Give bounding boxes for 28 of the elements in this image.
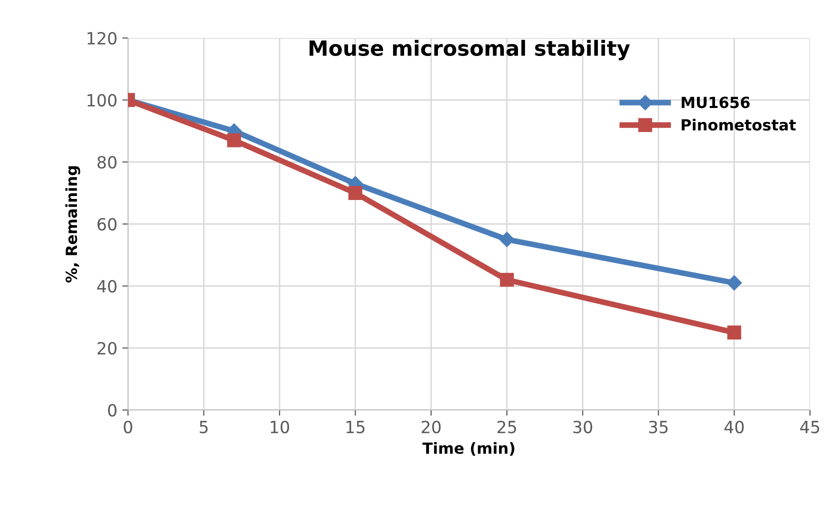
legend-label: Pinometostat [682,118,796,131]
y-tick-label: 20 [98,342,116,355]
point [727,326,742,340]
x-axis-title: Time (min) [422,442,514,456]
y-tick-label: 100 [88,94,116,107]
x-tick-label: 25 [498,420,516,434]
x-tick-label: 40 [724,420,744,434]
chart-title: Mouse microsomal stability [310,40,630,60]
legend-label: MU1656 [682,96,750,108]
x-tick-label: 5 [200,420,208,434]
y-tick-label: 120 [88,32,116,45]
y-tick-label: 40 [97,280,116,293]
point [499,232,514,248]
x-tick-label: 35 [649,420,668,434]
x-tick-label: 20 [422,420,441,434]
y-tick-label: 0 [108,404,116,417]
y-tick-label: 60 [98,218,116,231]
x-tick-label: 45 [800,420,820,434]
point [227,133,242,148]
y-axis-title: %, Remaining [65,166,80,282]
x-tick-label: 0 [124,420,132,434]
point [726,275,742,290]
point [348,186,362,200]
x-tick-label: 30 [573,420,592,434]
x-tick-label: 10 [270,420,290,434]
point [500,272,514,287]
y-tick-label: 80 [98,156,116,169]
x-tick-label: 15 [346,420,364,434]
